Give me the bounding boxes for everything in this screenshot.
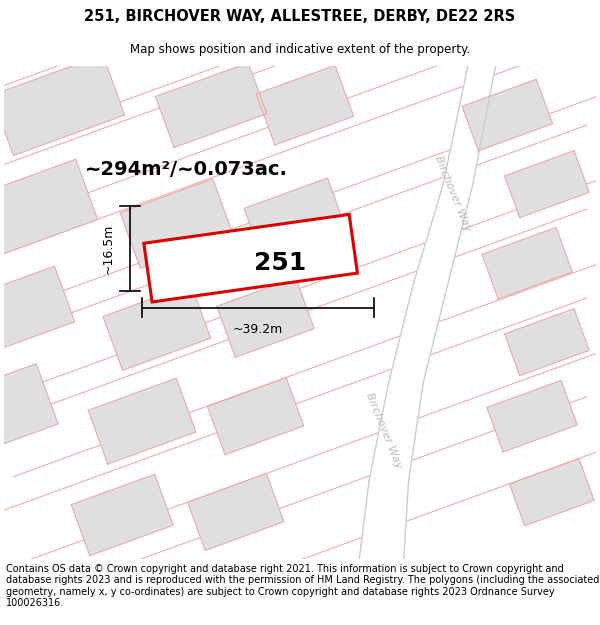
Polygon shape: [487, 381, 577, 452]
Polygon shape: [0, 159, 98, 258]
Text: Birchover Way: Birchover Way: [433, 155, 473, 233]
Text: ~39.2m: ~39.2m: [233, 322, 283, 336]
Polygon shape: [71, 474, 173, 556]
Polygon shape: [0, 0, 600, 52]
Polygon shape: [482, 228, 572, 299]
Polygon shape: [0, 41, 600, 309]
Polygon shape: [0, 0, 600, 220]
Polygon shape: [208, 378, 304, 454]
Polygon shape: [0, 0, 600, 141]
Polygon shape: [0, 364, 58, 462]
Polygon shape: [505, 309, 589, 376]
Polygon shape: [359, 66, 496, 559]
Text: Map shows position and indicative extent of the property.: Map shows position and indicative extent…: [130, 42, 470, 56]
Polygon shape: [462, 79, 553, 151]
Polygon shape: [155, 62, 267, 148]
Polygon shape: [120, 179, 233, 268]
Text: 251, BIRCHOVER WAY, ALLESTREE, DERBY, DE22 2RS: 251, BIRCHOVER WAY, ALLESTREE, DERBY, DE…: [85, 9, 515, 24]
Text: Birchover Way: Birchover Way: [364, 392, 404, 470]
Polygon shape: [0, 298, 600, 566]
Polygon shape: [217, 278, 314, 358]
Polygon shape: [0, 125, 600, 392]
Polygon shape: [88, 378, 196, 464]
Text: 251: 251: [254, 251, 307, 275]
Text: Contains OS data © Crown copyright and database right 2021. This information is : Contains OS data © Crown copyright and d…: [6, 564, 599, 609]
Polygon shape: [0, 209, 600, 477]
Polygon shape: [509, 459, 594, 526]
Polygon shape: [256, 65, 353, 145]
Polygon shape: [0, 266, 75, 359]
Polygon shape: [0, 55, 125, 156]
Polygon shape: [244, 178, 346, 259]
Text: ~16.5m: ~16.5m: [102, 223, 115, 274]
Polygon shape: [144, 214, 358, 302]
Polygon shape: [505, 151, 589, 218]
Polygon shape: [0, 397, 600, 625]
Polygon shape: [103, 284, 211, 370]
Polygon shape: [188, 474, 284, 551]
Text: ~294m²/~0.073ac.: ~294m²/~0.073ac.: [85, 160, 288, 179]
